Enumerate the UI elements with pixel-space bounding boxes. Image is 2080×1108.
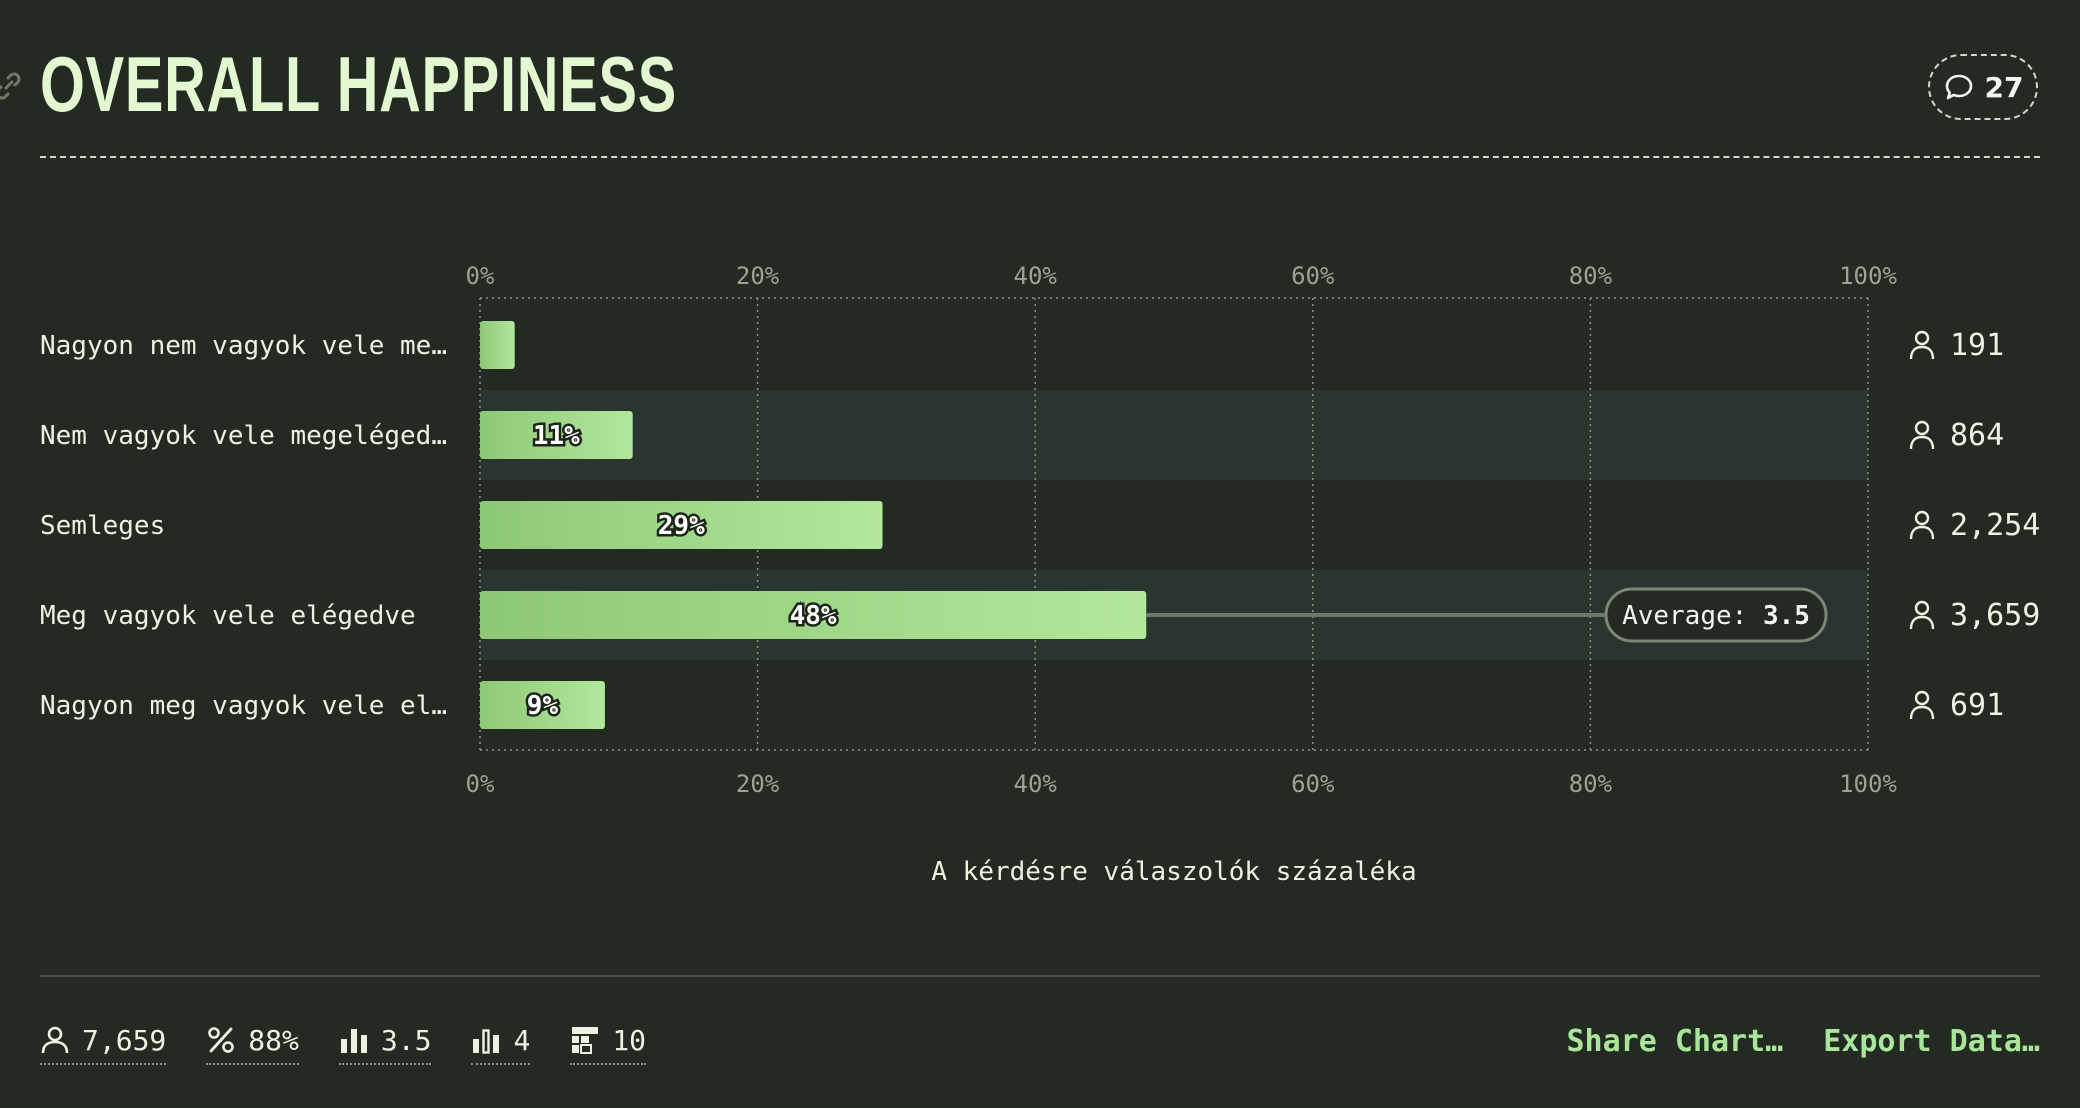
bar-chart-outline-icon (473, 1029, 500, 1054)
export-data-button[interactable]: Export Data… (1823, 1024, 2040, 1059)
stat-average[interactable]: 3.5 (338, 1024, 432, 1065)
person-icon (1909, 600, 1935, 630)
header-divider (40, 156, 2040, 158)
x-tick-label-bottom: 0% (466, 770, 495, 798)
footer-divider (40, 975, 2040, 977)
category-label: Nagyon meg vagyok vele el… (40, 691, 447, 721)
comment-count: 27 (1984, 70, 2024, 104)
share-chart-button[interactable]: Share Chart… (1566, 1024, 1784, 1059)
bar-chart-icon (340, 1029, 367, 1053)
stat-median[interactable]: 4 (471, 1024, 531, 1065)
bar-value-label: 48% (790, 601, 837, 631)
respondent-count: 191 (1950, 328, 2004, 363)
category-label: Nagyon nem vagyok vele me… (40, 331, 447, 361)
respondent-count: 864 (1950, 418, 2004, 453)
bar (480, 501, 883, 549)
category-label: Meg vagyok vele elégedve (40, 601, 416, 631)
x-tick-label-bottom: 20% (736, 770, 780, 798)
comments-button[interactable]: 27 (1928, 54, 2038, 120)
x-tick-label-top: 20% (736, 262, 780, 290)
bar-chart: 0% 0% 20% 20% 40% 40% 60% 60% 80% 80% 100% 100% Nagy… (40, 262, 2040, 887)
average-label: Average: 3.5 (1622, 601, 1810, 631)
x-tick-label-top: 100% (1839, 262, 1897, 290)
person-icon (41, 1026, 69, 1054)
x-axis-title: A kérdésre válaszolók százaléka (931, 857, 1416, 887)
respondent-count: 3,659 (1950, 598, 2040, 633)
person-icon (1909, 690, 1935, 720)
respondent-count: 2,254 (1950, 508, 2040, 543)
footer-actions: Share Chart… Export Data… (1567, 1024, 2041, 1059)
page-title: OVERALL HAPPINESS (40, 40, 677, 128)
category-label: Nem vagyok vele megeléged… (40, 421, 447, 451)
comment-icon (1945, 74, 1972, 100)
person-icon (1909, 510, 1935, 540)
x-tick-label-top: 60% (1291, 262, 1335, 290)
x-tick-label-bottom: 60% (1291, 770, 1335, 798)
bar (480, 321, 515, 369)
stat-options[interactable]: 10 (570, 1024, 647, 1065)
link-icon[interactable] (0, 72, 22, 100)
bar-value-label: 9% (527, 691, 559, 721)
average-pill (1604, 587, 1828, 643)
x-tick-label-bottom: 100% (1839, 770, 1897, 798)
respondent-count: 691 (1950, 688, 2004, 723)
category-label: Semleges (40, 511, 165, 541)
footer-stats: 7,659 88% 3.5 4 10 (40, 1020, 647, 1068)
bar (480, 411, 633, 459)
stat-respondents[interactable]: 7,659 (40, 1024, 167, 1065)
person-icon (1909, 330, 1935, 360)
row-stripe (480, 390, 1868, 480)
stat-completion-rate[interactable]: 88% (206, 1024, 299, 1065)
person-icon (1909, 420, 1935, 450)
table-icon (572, 1027, 599, 1054)
bar-value-label: 11% (533, 421, 580, 451)
bar (480, 591, 1147, 639)
x-tick-label-bottom: 40% (1014, 770, 1058, 798)
percent-icon (208, 1027, 235, 1053)
x-tick-label-top: 80% (1569, 262, 1613, 290)
x-tick-label-bottom: 80% (1569, 770, 1613, 798)
x-tick-label-top: 0% (466, 262, 495, 290)
x-tick-label-top: 40% (1014, 262, 1058, 290)
bar-value-label: 29% (658, 511, 705, 541)
bar (480, 681, 605, 729)
